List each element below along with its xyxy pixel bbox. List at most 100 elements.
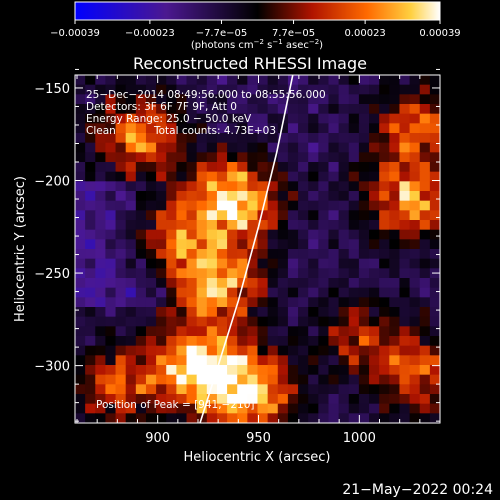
heatmap-cell	[389, 355, 401, 366]
heatmap-cell	[227, 162, 238, 173]
heatmap-cell	[206, 297, 218, 308]
heatmap-cell	[379, 191, 390, 202]
heatmap-cell	[379, 355, 390, 366]
heatmap-cell	[125, 181, 137, 192]
heatmap-cell	[318, 84, 330, 95]
heatmap-cell	[196, 278, 208, 289]
heatmap-cell	[369, 345, 380, 356]
heatmap-cell	[328, 355, 340, 366]
heatmap-cell	[247, 200, 259, 211]
heatmap-cell	[267, 316, 279, 327]
heatmap-cell	[318, 384, 330, 395]
heatmap-cell	[216, 200, 228, 211]
heatmap-cell	[237, 297, 248, 308]
heatmap-cell	[145, 104, 157, 115]
heatmap-cell	[429, 403, 440, 414]
heatmap-cell	[257, 268, 269, 279]
heatmap-cell	[308, 84, 319, 95]
heatmap-cell	[135, 249, 147, 260]
heatmap-cell	[85, 345, 96, 356]
heatmap-cell	[267, 258, 279, 269]
heatmap-cell	[287, 278, 299, 289]
heatmap-cell	[196, 394, 208, 405]
heatmap-cell	[247, 316, 259, 327]
heatmap-cell	[389, 394, 401, 405]
heatmap-cell	[277, 365, 289, 376]
heatmap-cell	[115, 181, 127, 192]
heatmap-cell	[308, 413, 319, 423]
heatmap-cell	[429, 384, 440, 395]
heatmap-cell	[206, 162, 218, 173]
heatmap-cell	[318, 191, 330, 202]
heatmap-cell	[338, 133, 350, 144]
heatmap-cell	[145, 113, 157, 124]
heatmap-cell	[95, 113, 107, 124]
heatmap-cell	[105, 239, 117, 250]
heatmap-cell	[409, 403, 421, 414]
heatmap-cell	[328, 142, 340, 153]
heatmap-cell	[227, 84, 238, 95]
heatmap-cell	[145, 171, 157, 182]
heatmap-cell	[166, 181, 177, 192]
heatmap-cell	[358, 278, 370, 289]
heatmap-cell	[206, 152, 218, 163]
heatmap-cell	[298, 210, 309, 221]
heatmap-cell	[277, 394, 289, 405]
heatmap-cell	[358, 171, 370, 182]
heatmap-cell	[115, 75, 127, 86]
heatmap-cell	[85, 229, 96, 240]
heatmap-cell	[186, 113, 198, 124]
heatmap-cell	[247, 113, 259, 124]
heatmap-cell	[186, 403, 198, 414]
heatmap-cell	[419, 268, 431, 279]
heatmap-cell	[429, 239, 440, 250]
heatmap-cell	[186, 394, 198, 405]
heatmap-cell	[75, 75, 86, 86]
heatmap-cell	[358, 133, 370, 144]
heatmap-cell	[419, 171, 431, 182]
heatmap-cell	[369, 200, 380, 211]
heatmap-cell	[298, 239, 309, 250]
heatmap-cell	[308, 239, 319, 250]
heatmap-cell	[75, 287, 86, 298]
heatmap-cell	[227, 142, 238, 153]
heatmap-cell	[267, 94, 279, 105]
heatmap-cell	[115, 249, 127, 260]
heatmap-cell	[287, 413, 299, 423]
heatmap-cell	[308, 229, 319, 240]
heatmap-cell	[145, 84, 157, 95]
heatmap-cell	[166, 239, 177, 250]
heatmap-cell	[389, 123, 401, 134]
heatmap-cell	[308, 249, 319, 260]
heatmap-cell	[176, 75, 188, 86]
heatmap-cell	[409, 104, 421, 115]
heatmap-cell	[145, 365, 157, 376]
heatmap-cell	[196, 181, 208, 192]
heatmap-cell	[227, 287, 238, 298]
heatmap-cell	[389, 84, 401, 95]
heatmap-cell	[227, 210, 238, 221]
heatmap-cell	[328, 403, 340, 414]
heatmap-cell	[166, 142, 177, 153]
heatmap-cell	[328, 162, 340, 173]
heatmap-cell	[358, 113, 370, 124]
heatmap-cell	[287, 384, 299, 395]
heatmap-cell	[267, 171, 279, 182]
heatmap-cell	[196, 258, 208, 269]
heatmap-cell	[257, 133, 269, 144]
annotation-energy: Energy Range: 25.0 − 50.0 keV	[86, 113, 252, 125]
plot-frame	[74, 74, 441, 424]
heatmap-cell	[156, 316, 167, 327]
heatmap-cell	[85, 123, 96, 134]
heatmap-cell	[338, 278, 350, 289]
heatmap-cell	[298, 113, 309, 124]
heatmap-cell	[206, 326, 218, 337]
heatmap-cell	[145, 403, 157, 414]
heatmap-cell	[429, 229, 440, 240]
heatmap-cell	[308, 287, 319, 298]
heatmap-cell	[95, 394, 107, 405]
heatmap-cell	[328, 113, 340, 124]
heatmap-cell	[247, 384, 259, 395]
annotation-total-counts: Total counts: 4.73E+03	[153, 125, 276, 137]
heatmap-cell	[379, 268, 390, 279]
